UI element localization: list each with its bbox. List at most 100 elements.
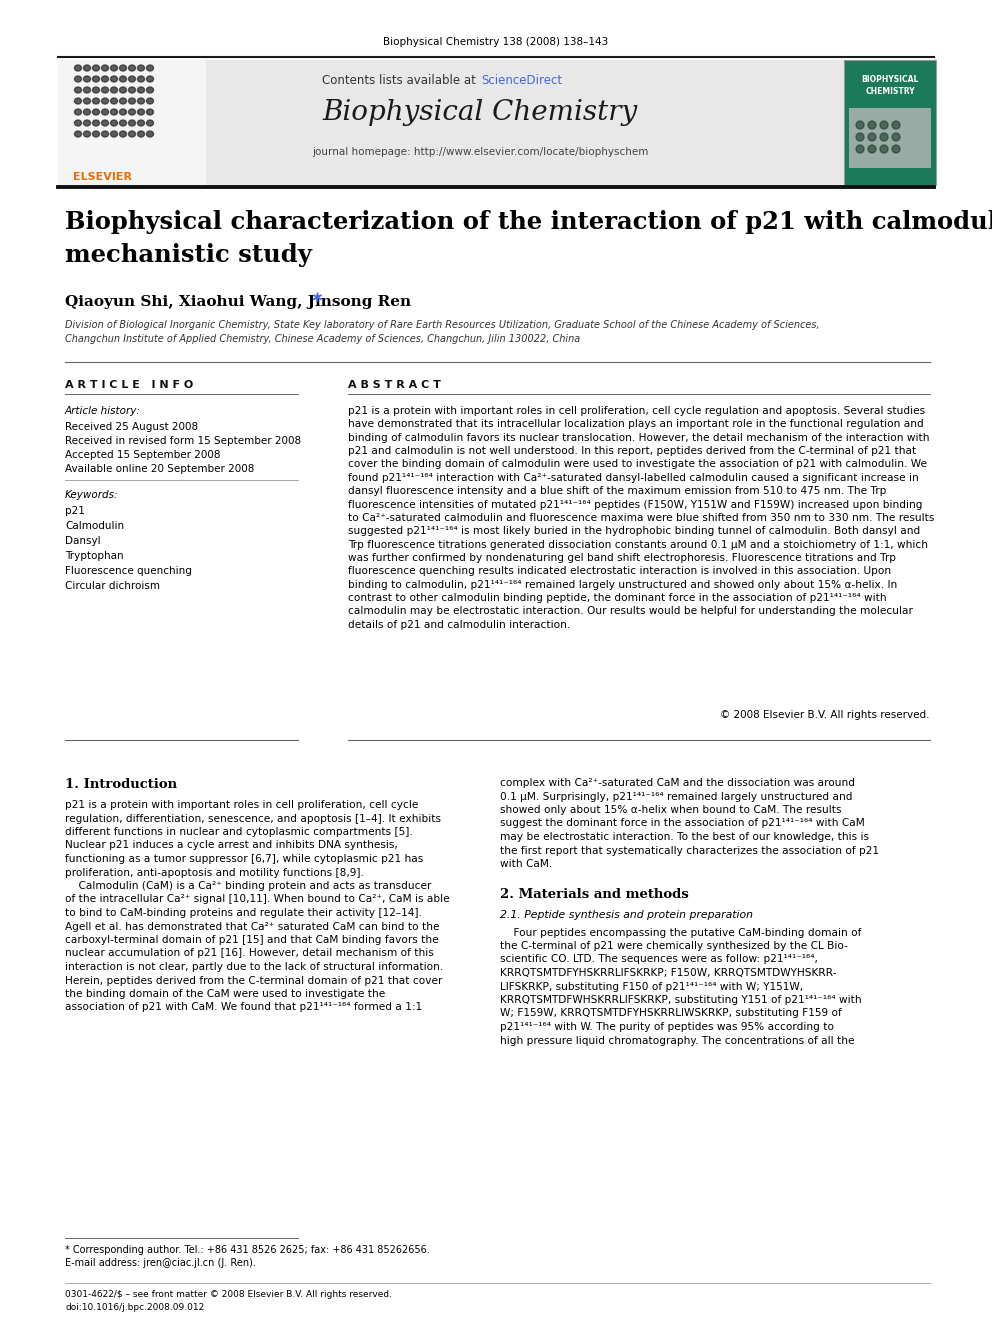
Ellipse shape bbox=[83, 120, 90, 126]
Ellipse shape bbox=[92, 98, 99, 105]
FancyBboxPatch shape bbox=[58, 60, 206, 185]
Ellipse shape bbox=[119, 75, 127, 82]
Text: to bind to CaM-binding proteins and regulate their activity [12–14].: to bind to CaM-binding proteins and regu… bbox=[65, 908, 422, 918]
Ellipse shape bbox=[92, 120, 99, 126]
Text: Calmodulin: Calmodulin bbox=[65, 521, 124, 531]
Text: KRRQTSMTDFWHSKRRLIFSKRKP, substituting Y151 of p21¹⁴¹⁻¹⁶⁴ with: KRRQTSMTDFWHSKRRLIFSKRKP, substituting Y… bbox=[500, 995, 862, 1005]
Text: p21 is a protein with important roles in cell proliferation, cell cycle regulati: p21 is a protein with important roles in… bbox=[348, 406, 934, 630]
Ellipse shape bbox=[892, 120, 900, 130]
Ellipse shape bbox=[856, 120, 864, 130]
Text: suggest the dominant force in the association of p21¹⁴¹⁻¹⁶⁴ with CaM: suggest the dominant force in the associ… bbox=[500, 819, 865, 828]
Text: Received in revised form 15 September 2008: Received in revised form 15 September 20… bbox=[65, 437, 302, 446]
Text: different functions in nuclear and cytoplasmic compartments [5].: different functions in nuclear and cytop… bbox=[65, 827, 413, 837]
Text: Nuclear p21 induces a cycle arrest and inhibits DNA synthesis,: Nuclear p21 induces a cycle arrest and i… bbox=[65, 840, 398, 851]
Text: © 2008 Elsevier B.V. All rights reserved.: © 2008 Elsevier B.V. All rights reserved… bbox=[720, 710, 930, 720]
Ellipse shape bbox=[880, 146, 888, 153]
Text: W; F159W, KRRQTSMTDFYHSKRRLIWSKRKP, substituting F159 of: W; F159W, KRRQTSMTDFYHSKRRLIWSKRKP, subs… bbox=[500, 1008, 842, 1019]
Ellipse shape bbox=[147, 98, 154, 105]
Text: p21¹⁴¹⁻¹⁶⁴ with W. The purity of peptides was 95% according to: p21¹⁴¹⁻¹⁶⁴ with W. The purity of peptide… bbox=[500, 1021, 834, 1032]
Text: Division of Biological Inorganic Chemistry, State Key laboratory of Rare Earth R: Division of Biological Inorganic Chemist… bbox=[65, 320, 819, 344]
Text: Agell et al. has demonstrated that Ca²⁺ saturated CaM can bind to the: Agell et al. has demonstrated that Ca²⁺ … bbox=[65, 922, 439, 931]
Text: high pressure liquid chromatography. The concentrations of all the: high pressure liquid chromatography. The… bbox=[500, 1036, 854, 1045]
Ellipse shape bbox=[129, 87, 136, 93]
Text: E-mail address: jren@ciac.jl.cn (J. Ren).: E-mail address: jren@ciac.jl.cn (J. Ren)… bbox=[65, 1258, 256, 1267]
Ellipse shape bbox=[83, 65, 90, 71]
Ellipse shape bbox=[119, 87, 127, 93]
Ellipse shape bbox=[147, 75, 154, 82]
Text: journal homepage: http://www.elsevier.com/locate/biophyschem: journal homepage: http://www.elsevier.co… bbox=[311, 147, 648, 157]
Ellipse shape bbox=[138, 131, 145, 138]
Ellipse shape bbox=[101, 131, 108, 138]
Ellipse shape bbox=[74, 131, 81, 138]
Ellipse shape bbox=[110, 108, 117, 115]
Text: of the intracellular Ca²⁺ signal [10,11]. When bound to Ca²⁺, CaM is able: of the intracellular Ca²⁺ signal [10,11]… bbox=[65, 894, 449, 905]
Ellipse shape bbox=[880, 134, 888, 142]
Ellipse shape bbox=[92, 131, 99, 138]
Ellipse shape bbox=[101, 108, 108, 115]
Ellipse shape bbox=[101, 98, 108, 105]
Text: Tryptophan: Tryptophan bbox=[65, 550, 124, 561]
Ellipse shape bbox=[74, 75, 81, 82]
Text: ∗: ∗ bbox=[310, 290, 322, 306]
Ellipse shape bbox=[74, 120, 81, 126]
Text: 1. Introduction: 1. Introduction bbox=[65, 778, 178, 791]
Ellipse shape bbox=[147, 108, 154, 115]
Ellipse shape bbox=[119, 65, 127, 71]
Text: functioning as a tumor suppressor [6,7], while cytoplasmic p21 has: functioning as a tumor suppressor [6,7],… bbox=[65, 855, 424, 864]
Text: complex with Ca²⁺-saturated CaM and the dissociation was around: complex with Ca²⁺-saturated CaM and the … bbox=[500, 778, 855, 789]
Ellipse shape bbox=[83, 108, 90, 115]
Ellipse shape bbox=[101, 75, 108, 82]
Ellipse shape bbox=[147, 87, 154, 93]
Ellipse shape bbox=[74, 65, 81, 71]
Text: * Corresponding author. Tel.: +86 431 8526 2625; fax: +86 431 85262656.: * Corresponding author. Tel.: +86 431 85… bbox=[65, 1245, 430, 1256]
Text: nuclear accumulation of p21 [16]. However, detail mechanism of this: nuclear accumulation of p21 [16]. Howeve… bbox=[65, 949, 434, 958]
Ellipse shape bbox=[74, 98, 81, 105]
Text: showed only about 15% α-helix when bound to CaM. The results: showed only about 15% α-helix when bound… bbox=[500, 804, 841, 815]
Ellipse shape bbox=[138, 108, 145, 115]
FancyBboxPatch shape bbox=[58, 60, 936, 185]
Text: 2. Materials and methods: 2. Materials and methods bbox=[500, 889, 688, 901]
Ellipse shape bbox=[101, 87, 108, 93]
Text: Received 25 August 2008: Received 25 August 2008 bbox=[65, 422, 198, 433]
Text: Qiaoyun Shi, Xiaohui Wang, Jinsong Ren: Qiaoyun Shi, Xiaohui Wang, Jinsong Ren bbox=[65, 295, 411, 310]
Text: Accepted 15 September 2008: Accepted 15 September 2008 bbox=[65, 450, 220, 460]
Text: Fluorescence quenching: Fluorescence quenching bbox=[65, 566, 191, 576]
Ellipse shape bbox=[119, 120, 127, 126]
Ellipse shape bbox=[110, 87, 117, 93]
Text: Herein, peptides derived from the C-terminal domain of p21 that cover: Herein, peptides derived from the C-term… bbox=[65, 975, 442, 986]
Ellipse shape bbox=[129, 75, 136, 82]
Text: with CaM.: with CaM. bbox=[500, 859, 553, 869]
Ellipse shape bbox=[110, 65, 117, 71]
Text: Four peptides encompassing the putative CaM-binding domain of: Four peptides encompassing the putative … bbox=[500, 927, 861, 938]
Ellipse shape bbox=[138, 75, 145, 82]
Text: the C-terminal of p21 were chemically synthesized by the CL Bio-: the C-terminal of p21 were chemically sy… bbox=[500, 941, 848, 951]
Ellipse shape bbox=[83, 98, 90, 105]
Ellipse shape bbox=[880, 120, 888, 130]
Ellipse shape bbox=[119, 108, 127, 115]
Ellipse shape bbox=[138, 87, 145, 93]
Ellipse shape bbox=[92, 108, 99, 115]
Ellipse shape bbox=[110, 131, 117, 138]
Ellipse shape bbox=[868, 120, 876, 130]
Text: LIFSKRKP, substituting F150 of p21¹⁴¹⁻¹⁶⁴ with W; Y151W,: LIFSKRKP, substituting F150 of p21¹⁴¹⁻¹⁶… bbox=[500, 982, 804, 991]
Text: association of p21 with CaM. We found that p21¹⁴¹⁻¹⁶⁴ formed a 1:1: association of p21 with CaM. We found th… bbox=[65, 1003, 423, 1012]
Text: Biophysical characterization of the interaction of p21 with calmodulin: A
mechan: Biophysical characterization of the inte… bbox=[65, 210, 992, 266]
Ellipse shape bbox=[92, 65, 99, 71]
Ellipse shape bbox=[147, 65, 154, 71]
Text: 0301-4622/$ – see front matter © 2008 Elsevier B.V. All rights reserved.: 0301-4622/$ – see front matter © 2008 El… bbox=[65, 1290, 392, 1299]
Text: interaction is not clear, partly due to the lack of structural information.: interaction is not clear, partly due to … bbox=[65, 962, 443, 972]
Text: Article history:: Article history: bbox=[65, 406, 141, 415]
FancyBboxPatch shape bbox=[844, 60, 936, 185]
Text: doi:10.1016/j.bpc.2008.09.012: doi:10.1016/j.bpc.2008.09.012 bbox=[65, 1303, 204, 1312]
Ellipse shape bbox=[101, 65, 108, 71]
Text: Keywords:: Keywords: bbox=[65, 490, 118, 500]
Ellipse shape bbox=[83, 87, 90, 93]
Text: 0.1 μM. Surprisingly, p21¹⁴¹⁻¹⁶⁴ remained largely unstructured and: 0.1 μM. Surprisingly, p21¹⁴¹⁻¹⁶⁴ remaine… bbox=[500, 791, 852, 802]
Text: scientific CO. LTD. The sequences were as follow: p21¹⁴¹⁻¹⁶⁴,: scientific CO. LTD. The sequences were a… bbox=[500, 954, 817, 964]
Ellipse shape bbox=[74, 108, 81, 115]
Text: ScienceDirect: ScienceDirect bbox=[481, 74, 562, 86]
Ellipse shape bbox=[892, 134, 900, 142]
Text: ELSEVIER: ELSEVIER bbox=[73, 172, 133, 183]
Ellipse shape bbox=[138, 120, 145, 126]
Ellipse shape bbox=[74, 87, 81, 93]
